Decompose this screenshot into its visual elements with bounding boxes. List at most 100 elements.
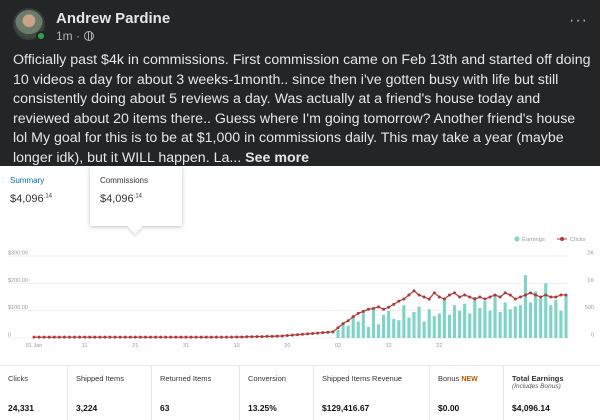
clicks-point xyxy=(164,335,168,339)
earnings-bar xyxy=(478,307,482,338)
clicks-point xyxy=(113,335,117,339)
earnings-bar xyxy=(336,329,340,338)
avatar[interactable] xyxy=(13,8,45,40)
clicks-point xyxy=(437,295,441,299)
earnings-bar xyxy=(346,325,350,338)
earnings-bar xyxy=(528,302,533,338)
clicks-point xyxy=(301,332,305,336)
earnings-bar xyxy=(498,312,502,338)
clicks-point xyxy=(174,335,178,339)
clicks-point xyxy=(260,335,264,339)
clicks-point xyxy=(564,293,568,297)
x-tick-label: 20 xyxy=(284,343,290,349)
clicks-point xyxy=(179,335,183,339)
clicks-point xyxy=(518,295,522,299)
clicks-point xyxy=(427,297,431,301)
stat-value: 24,331 xyxy=(8,403,34,413)
clicks-point xyxy=(493,293,497,297)
y-left-tick-label: $300.00 xyxy=(8,251,28,257)
clicks-point xyxy=(265,334,269,338)
x-tick-label: 01 Jan xyxy=(26,343,43,349)
earnings-bar xyxy=(534,291,538,338)
tab-summary[interactable]: Summary $4,096.14 xyxy=(0,166,90,226)
stat-label: Shipped Items Revenue xyxy=(322,374,403,383)
clicks-point xyxy=(488,295,492,299)
earnings-bar xyxy=(468,313,472,338)
tab-summary-value: $4,096.14 xyxy=(10,193,80,205)
earnings-bar xyxy=(452,305,457,338)
tab-commissions-dollars: $4,096 xyxy=(100,193,134,205)
x-tick-label: 21 xyxy=(132,343,138,349)
stat-value: 13.25% xyxy=(248,403,277,413)
clicks-line xyxy=(34,290,566,338)
more-options-icon[interactable]: ··· xyxy=(569,12,588,29)
clicks-point xyxy=(366,307,370,311)
clicks-point xyxy=(275,334,279,338)
earnings-bar xyxy=(387,310,391,338)
clicks-point xyxy=(356,311,360,315)
clicks-point xyxy=(108,335,112,339)
x-tick-label: 31 xyxy=(183,343,189,349)
clicks-point xyxy=(544,293,548,297)
x-tick-label: 12 xyxy=(386,343,392,349)
clicks-point xyxy=(118,335,122,339)
earnings-bar xyxy=(376,324,381,338)
clicks-point xyxy=(402,297,406,301)
legend-earnings-label: Earnings xyxy=(522,237,545,243)
earnings-chart: $300.00 $200.00 $100.00 0 2K 1K 500 0 01 Jan 11 21… xyxy=(0,232,600,364)
earnings-bar xyxy=(539,298,543,338)
earnings-bar xyxy=(402,305,406,338)
clicks-point xyxy=(37,335,41,339)
clicks-point xyxy=(407,293,411,297)
post-timestamp[interactable]: 1m · xyxy=(56,29,94,43)
clicks-point xyxy=(149,335,153,339)
clicks-point xyxy=(67,335,71,339)
clicks-point xyxy=(468,295,472,299)
clicks-point xyxy=(539,295,543,299)
stats-bar: Clicks 24,331 Shipped Items 3,224 Return… xyxy=(0,365,600,420)
y-right-tick-label: 1K xyxy=(587,278,594,284)
clicks-point xyxy=(103,335,107,339)
clicks-point xyxy=(250,335,254,339)
clicks-point xyxy=(478,295,482,299)
clicks-point xyxy=(534,293,538,297)
tab-commissions[interactable]: Commissions $4,096.14 xyxy=(90,166,182,226)
clicks-point xyxy=(128,335,132,339)
stat-value: $129,416.67 xyxy=(322,403,370,413)
clicks-point xyxy=(331,330,335,334)
clicks-point xyxy=(463,293,467,297)
clicks-point xyxy=(529,291,533,295)
clicks-point xyxy=(133,335,137,339)
clicks-point xyxy=(83,335,87,339)
clicks-point xyxy=(138,335,142,339)
clicks-point xyxy=(453,291,457,295)
clicks-point xyxy=(230,335,234,339)
y-left-tick-label: $100.00 xyxy=(8,305,28,311)
post-time-text: 1m · xyxy=(56,29,80,43)
stat-label: Shipped Items xyxy=(76,374,124,383)
clicks-point xyxy=(554,295,558,299)
post-author[interactable]: Andrew Pardine xyxy=(56,10,171,27)
earnings-bar xyxy=(549,305,553,338)
chart-svg: $300.00 $200.00 $100.00 0 2K 1K 500 0 01 Jan 11 21… xyxy=(8,236,594,349)
clicks-point xyxy=(219,335,223,339)
legend-clicks-swatch xyxy=(560,237,564,241)
clicks-point xyxy=(341,322,345,326)
clicks-point xyxy=(255,335,259,339)
clicks-point xyxy=(508,293,512,297)
earnings-bar xyxy=(341,322,345,338)
clicks-point xyxy=(473,297,477,301)
stat-value: 63 xyxy=(160,403,170,413)
earnings-bar xyxy=(371,307,376,338)
tab-summary-dollars: $4,096 xyxy=(10,193,44,205)
see-more-link[interactable]: See more xyxy=(245,149,310,166)
y-right-tick-label: 500 xyxy=(585,305,594,311)
x-tick-label: 11 xyxy=(82,343,88,349)
clicks-point xyxy=(371,306,375,310)
clicks-point xyxy=(42,335,46,339)
clicks-point xyxy=(199,335,203,339)
clicks-point xyxy=(422,295,426,299)
stat-sublabel: (Includes Bonus) xyxy=(512,383,561,390)
clicks-point xyxy=(88,335,92,339)
x-tick-label: 22 xyxy=(436,343,442,349)
